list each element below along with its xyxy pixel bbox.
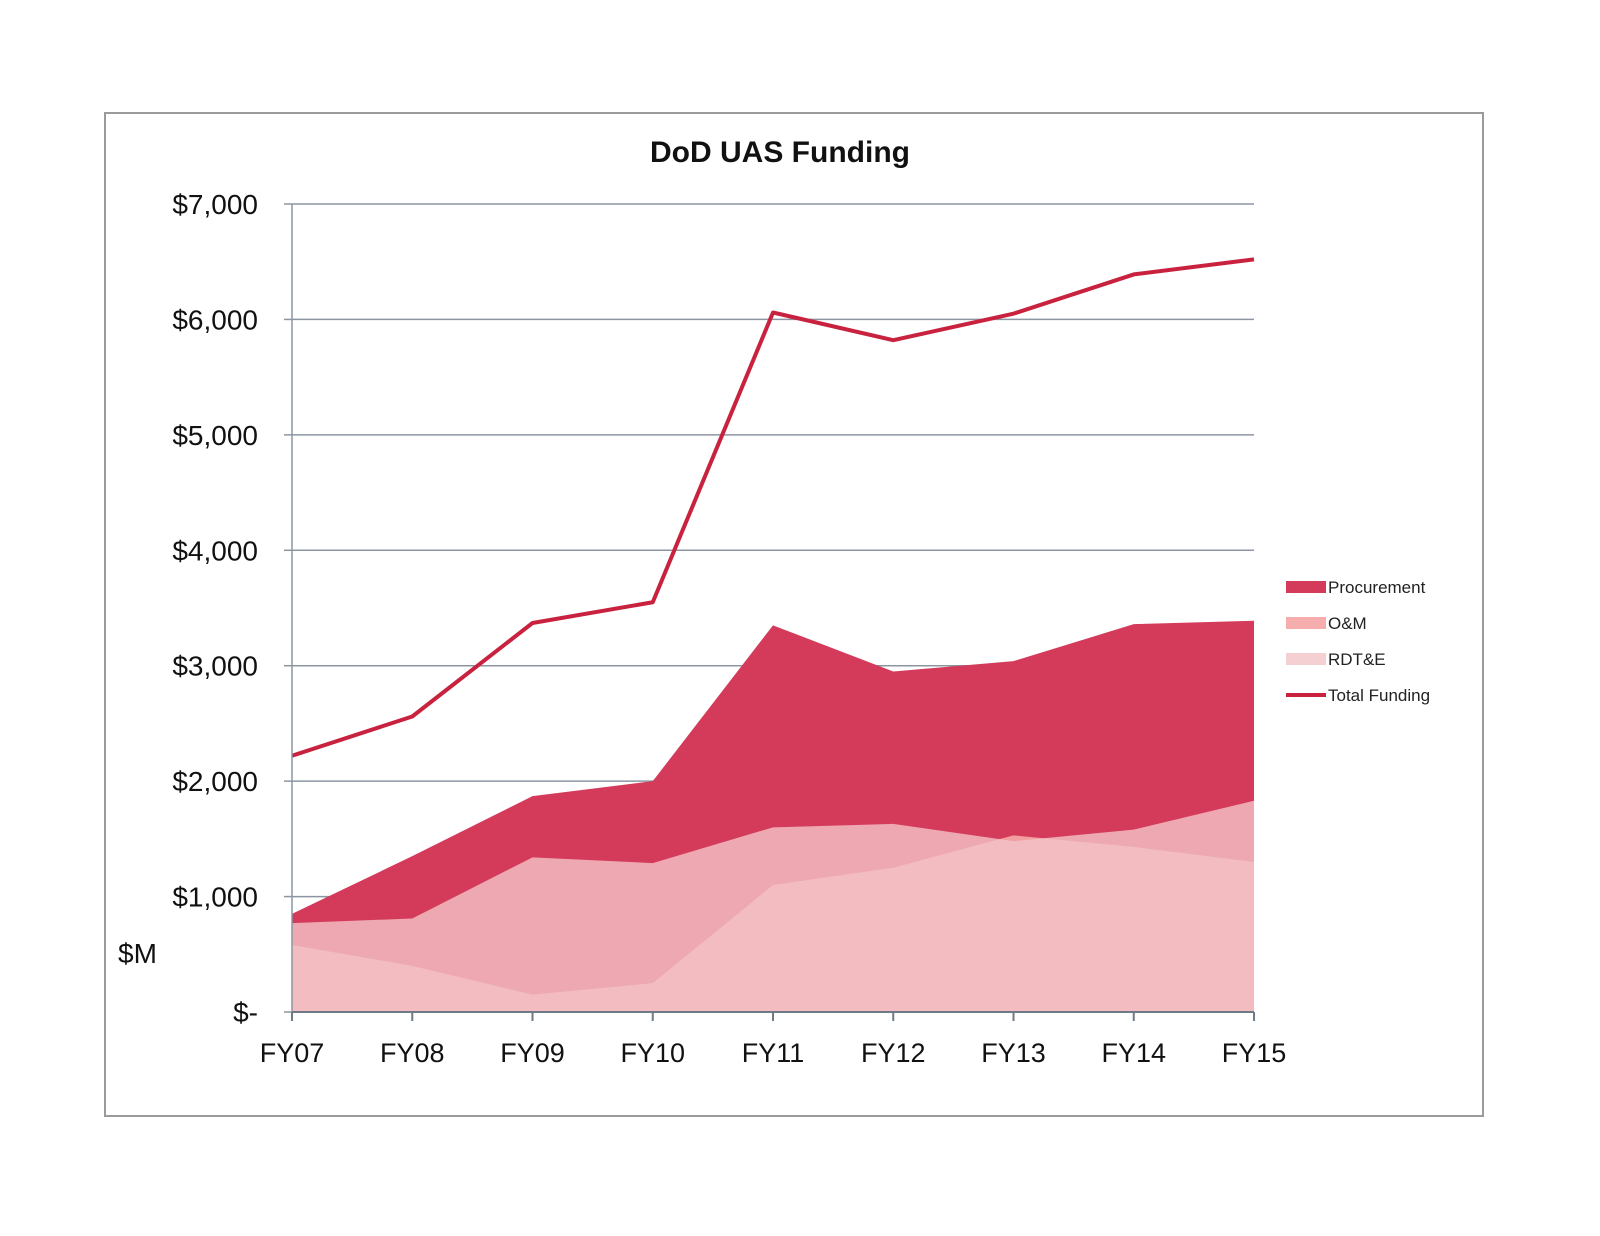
line-total-funding bbox=[291, 257, 1255, 758]
x-tick-label: FY11 bbox=[742, 1038, 805, 1068]
y-tick-label: $6,000 bbox=[172, 304, 258, 335]
area-series bbox=[292, 620, 1254, 1012]
chart-svg: DoD UAS Funding $- $1,000 $2,000 $3,000 $4,0… bbox=[118, 136, 1430, 1068]
x-tick-labels: FY07 FY08 FY09 FY10 FY11 FY12 FY13 FY14 FY15 bbox=[260, 1038, 1287, 1068]
legend-label: RDT&E bbox=[1328, 650, 1386, 669]
legend-label: Total Funding bbox=[1328, 686, 1430, 705]
x-tick-label: FY10 bbox=[620, 1038, 685, 1068]
axes bbox=[291, 204, 1255, 1021]
x-tick-label: FY14 bbox=[1101, 1038, 1166, 1068]
y-tick-label: $7,000 bbox=[172, 189, 258, 220]
y-axis-label: $M bbox=[118, 938, 157, 969]
legend-label: O&M bbox=[1328, 614, 1367, 633]
y-tick-label: $- bbox=[233, 997, 258, 1028]
y-tick-label: $3,000 bbox=[172, 651, 258, 682]
x-tick-label: FY13 bbox=[981, 1038, 1046, 1068]
legend-swatch bbox=[1286, 617, 1326, 629]
x-tick-label: FY09 bbox=[500, 1038, 565, 1068]
y-tick-label: $2,000 bbox=[172, 766, 258, 797]
x-tick-label: FY08 bbox=[380, 1038, 445, 1068]
legend-swatch bbox=[1286, 581, 1326, 593]
y-tick-label: $1,000 bbox=[172, 882, 258, 913]
x-tick-label: FY15 bbox=[1222, 1038, 1287, 1068]
chart-frame: DoD UAS Funding $- $1,000 $2,000 $3,000 $4,0… bbox=[104, 112, 1484, 1117]
y-tick-label: $5,000 bbox=[172, 420, 258, 451]
x-tick-label: FY07 bbox=[260, 1038, 325, 1068]
y-tick-label: $4,000 bbox=[172, 535, 258, 566]
legend-label: Procurement bbox=[1328, 578, 1426, 597]
x-tick-label: FY12 bbox=[861, 1038, 926, 1068]
legend: Procurement O&M RDT&E Total Funding bbox=[1286, 578, 1430, 705]
line-series bbox=[291, 257, 1255, 758]
y-tick-labels: $- $1,000 $2,000 $3,000 $4,000 $5,000 $6,000 $7… bbox=[172, 189, 258, 1028]
area-rdt-e bbox=[292, 800, 1254, 1012]
legend-swatch bbox=[1286, 653, 1326, 665]
chart-title: DoD UAS Funding bbox=[650, 136, 910, 169]
